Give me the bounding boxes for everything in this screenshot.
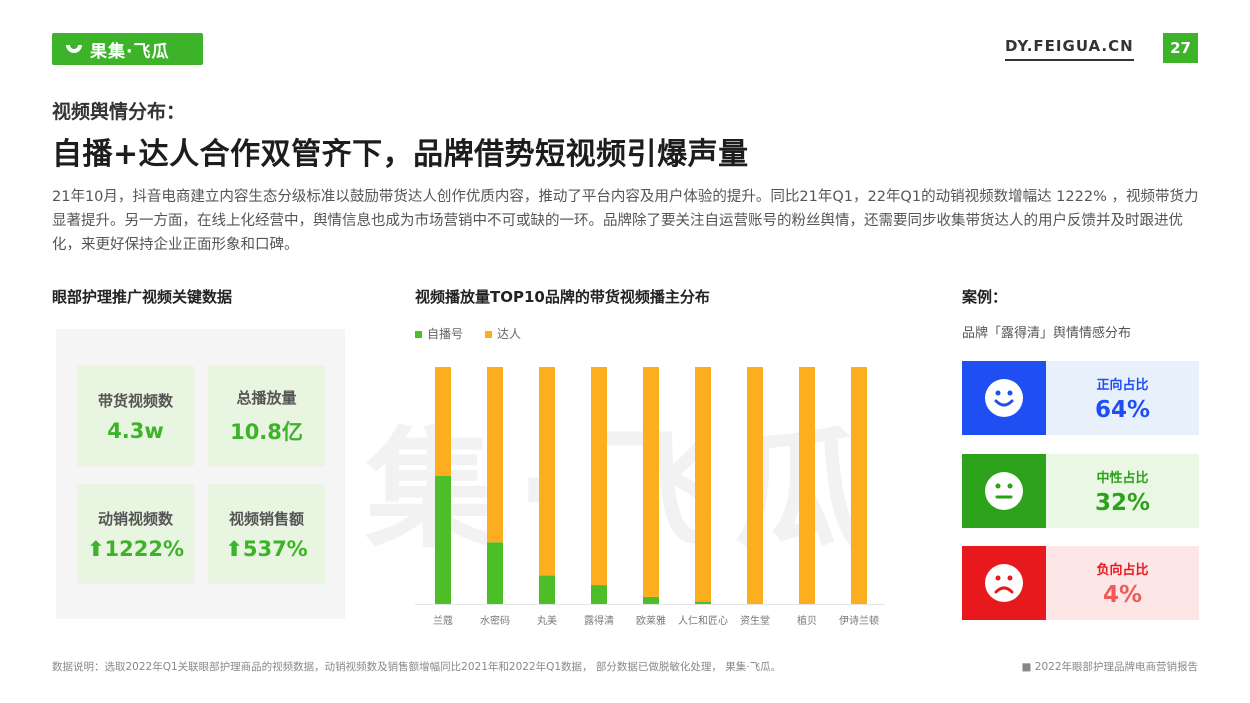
section-kicker: 视频舆情分布： <box>52 101 186 123</box>
x-tick-label: 水密码 <box>480 614 510 627</box>
x-tick-label: 兰蔻 <box>433 614 453 627</box>
case-title: 案例： <box>962 288 1008 306</box>
data-footnote: 数据说明：选取2022年Q1关联眼部护理商品的视频数据，动销视频数及销售额增幅同… <box>52 661 782 673</box>
sentiment-body: 中性占比 32% <box>1046 454 1199 528</box>
bar-influencer <box>487 367 503 543</box>
bar-self-broadcast <box>695 601 711 604</box>
bar-influencer <box>591 367 607 586</box>
sad-face-icon <box>962 546 1046 620</box>
metric-label: 视频销售额 <box>228 509 304 528</box>
bar-self-broadcast <box>539 575 555 604</box>
case-subtitle: 品牌「露得清」舆情情感分布 <box>962 326 1132 341</box>
sentiment-row-neutral: 中性占比 32% <box>962 454 1199 528</box>
legend-label: 达人 <box>497 327 522 341</box>
bar-influencer <box>851 367 867 604</box>
brand-name: 果集·飞瓜 <box>90 41 170 62</box>
legend-swatch <box>415 331 422 338</box>
metric-label: 带货视频数 <box>97 391 173 410</box>
x-tick-label: 人仁和匠心 <box>678 615 728 627</box>
metrics-title: 眼部护理推广视频关键数据 <box>52 288 233 306</box>
legend-item-influencer: 达人 <box>485 325 521 342</box>
sentiment-row-negative: 负向占比 4% <box>962 546 1199 620</box>
metric-label: 总播放量 <box>236 388 297 407</box>
bar-self-broadcast <box>487 542 503 604</box>
x-tick-label: 丸美 <box>537 614 557 627</box>
report-name: ■ 2022年眼部护理品牌电商营销报告 <box>1021 661 1198 673</box>
metric-value: 4.3w <box>107 418 164 443</box>
x-tick-label: 植贝 <box>797 614 817 627</box>
intro-paragraph: 21年10月，抖音电商建立内容生态分级标准以鼓励带货达人创作优质内容，推动了平台… <box>52 189 1199 253</box>
neutral-face-icon <box>962 454 1046 528</box>
sentiment-label: 正向占比 <box>1096 378 1149 393</box>
x-tick-label: 露得清 <box>584 614 614 627</box>
metric-card: 总播放量 10.8亿 <box>208 366 325 466</box>
x-tick-label: 欧莱雅 <box>636 614 666 627</box>
metric-card: 带货视频数 4.3w <box>77 366 194 466</box>
chart-title: 视频播放量TOP10品牌的带货视频播主分布 <box>415 288 710 306</box>
metric-card: 视频销售额 ⬆537% <box>208 484 325 584</box>
metrics-panel: 带货视频数 4.3w 总播放量 10.8亿 动销视频数 ⬆1222% 视频销售额… <box>56 329 345 619</box>
sentiment-row-positive: 正向占比 64% <box>962 361 1199 435</box>
sentiment-value: 64% <box>1094 397 1151 423</box>
bar-influencer <box>539 367 555 576</box>
legend-label: 自播号 <box>427 327 464 341</box>
bar-influencer <box>799 367 815 604</box>
stacked-bar-chart: 兰蔻 水密码 丸美 露得清 欧莱雅 人仁和匠心 资生堂 植贝 伊诗兰顿 <box>415 367 885 627</box>
brand-logo: 果集·飞瓜 <box>52 33 203 65</box>
metric-label: 动销视频数 <box>97 509 173 528</box>
page-number: 27 <box>1163 33 1198 63</box>
metric-value: ⬆537% <box>225 536 308 561</box>
brand-logo-icon <box>66 45 82 53</box>
bar-influencer <box>695 367 711 602</box>
site-url[interactable]: DY.FEIGUA.CN <box>1005 37 1134 61</box>
sentiment-value: 4% <box>1102 582 1143 608</box>
sentiment-body: 正向占比 64% <box>1046 361 1199 435</box>
x-tick-label: 伊诗兰顿 <box>839 614 879 627</box>
legend-swatch <box>485 331 493 338</box>
sentiment-label: 中性占比 <box>1096 471 1149 486</box>
smile-face-icon <box>962 361 1046 435</box>
bar-influencer <box>747 367 763 604</box>
chart-legend: 自播号 达人 <box>415 325 521 342</box>
bar-self-broadcast <box>643 596 659 604</box>
bar-self-broadcast <box>435 476 451 604</box>
bar-self-broadcast <box>591 585 607 604</box>
metric-value: ⬆1222% <box>86 536 185 561</box>
page-title: 自播+达人合作双管齐下，品牌借势短视频引爆声量 <box>52 137 749 172</box>
sentiment-label: 负向占比 <box>1096 563 1149 578</box>
legend-item-self: 自播号 <box>415 325 463 342</box>
x-tick-label: 资生堂 <box>740 614 770 627</box>
sentiment-value: 32% <box>1094 490 1151 516</box>
bar-influencer <box>643 367 659 597</box>
sentiment-body: 负向占比 4% <box>1046 546 1199 620</box>
metric-card: 动销视频数 ⬆1222% <box>77 484 194 584</box>
bar-influencer <box>435 367 451 477</box>
metric-value: 10.8亿 <box>230 419 303 444</box>
